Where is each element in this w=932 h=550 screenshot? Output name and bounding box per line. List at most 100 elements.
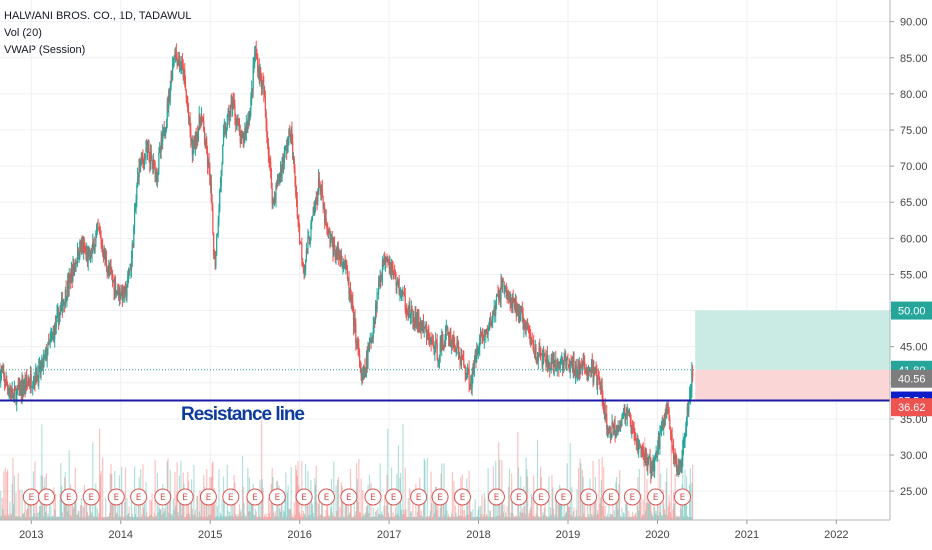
symbol-label[interactable]: HALWANI BROS. CO., 1D, TADAWUL <box>4 10 192 22</box>
volume-bar <box>175 506 177 520</box>
candle-body <box>308 236 311 245</box>
candle-body <box>647 457 650 461</box>
volume-bar <box>445 494 447 520</box>
candle-body <box>534 347 536 352</box>
candle-body <box>473 366 475 370</box>
candle-body <box>692 370 694 378</box>
volume-bar <box>534 516 536 520</box>
earnings-marker-label: E <box>653 493 659 503</box>
volume-bar <box>205 502 207 520</box>
position-zones[interactable] <box>695 310 890 401</box>
candle-body <box>572 359 574 373</box>
candle-body <box>481 335 483 337</box>
candle-body <box>61 298 63 312</box>
candle-body <box>91 249 93 258</box>
candle-body <box>89 251 91 261</box>
volume-bar <box>590 492 592 520</box>
candle-body <box>472 366 474 377</box>
volume-bar <box>167 458 169 520</box>
volume-bar <box>308 498 311 520</box>
volume-bar <box>412 495 414 520</box>
volume-bar <box>345 501 347 520</box>
candle-body <box>410 309 412 315</box>
candle-body <box>497 293 499 296</box>
candle-body <box>621 418 623 427</box>
candle-body <box>476 350 479 354</box>
candle-body <box>351 301 353 305</box>
earnings-marker-label: E <box>630 493 636 503</box>
candle-body <box>494 306 496 315</box>
volume-bar <box>375 510 377 520</box>
candle-body <box>25 376 27 388</box>
earnings-icon <box>268 488 286 506</box>
volume-bar <box>13 504 15 520</box>
candle-body <box>651 462 653 470</box>
candle-body <box>22 387 25 392</box>
earnings-marker-label: E <box>416 493 422 503</box>
candle-body <box>121 291 123 296</box>
candle-body <box>333 243 336 250</box>
candle-body <box>526 322 528 325</box>
volume-bar <box>513 516 515 520</box>
volume-bar <box>549 516 551 520</box>
earnings-icon <box>410 488 428 506</box>
volume-bar <box>11 484 13 520</box>
volume-bar <box>219 516 221 520</box>
candle-body <box>57 311 59 314</box>
volume-bar <box>251 504 253 520</box>
candle-body <box>407 312 409 315</box>
earnings-icon <box>60 488 78 506</box>
candle-body <box>537 353 539 361</box>
candle-body <box>144 155 146 159</box>
candle-body <box>685 416 688 430</box>
candle-body <box>202 118 204 122</box>
candle-body <box>140 160 142 167</box>
candle-body <box>352 301 354 307</box>
candle-body <box>249 108 251 119</box>
volume-bar <box>343 516 346 520</box>
candle-body <box>127 275 129 288</box>
volume-indicator-label[interactable]: Vol (20) <box>4 27 42 39</box>
candle-body <box>291 129 293 142</box>
candle-body <box>434 348 436 355</box>
volume-bar <box>108 516 110 520</box>
volume-bar <box>253 514 255 520</box>
volume-bar <box>70 516 73 520</box>
candle-body <box>584 361 586 369</box>
candle-body <box>274 195 276 200</box>
candle-body <box>485 329 487 334</box>
candle-body <box>552 358 555 368</box>
candle-body <box>439 342 441 355</box>
volume-bar <box>532 515 534 520</box>
candle-body <box>426 330 428 339</box>
volume-bar <box>596 510 599 520</box>
volume-bar <box>438 516 441 520</box>
candle-body <box>263 94 266 97</box>
candle-body <box>398 278 400 294</box>
candle-body <box>359 354 361 367</box>
candle-body <box>213 255 216 259</box>
x-tick-label: 2022 <box>824 529 848 541</box>
volume-bar <box>406 516 408 520</box>
volume-bar <box>329 515 331 520</box>
volume-bar <box>118 516 120 520</box>
candle-body <box>624 408 626 418</box>
x-tick-label: 2013 <box>19 529 43 541</box>
volume-bar <box>7 514 9 520</box>
candle-body <box>227 110 229 116</box>
candle-body <box>463 358 465 366</box>
candle-body <box>513 299 515 304</box>
x-tick-label: 2016 <box>287 529 311 541</box>
earnings-marker-label: E <box>252 493 258 503</box>
volume-bar <box>146 511 148 520</box>
volume-bar <box>62 516 64 520</box>
candle-body <box>63 301 65 304</box>
volume-bar <box>10 513 12 520</box>
x-tick-label: 2020 <box>645 529 669 541</box>
volume-bar <box>152 516 154 520</box>
vwap-indicator-label[interactable]: VWAP (Session) <box>4 44 86 56</box>
volume-bar <box>614 516 616 520</box>
volume-bar <box>676 515 679 520</box>
candle-body <box>275 184 277 200</box>
